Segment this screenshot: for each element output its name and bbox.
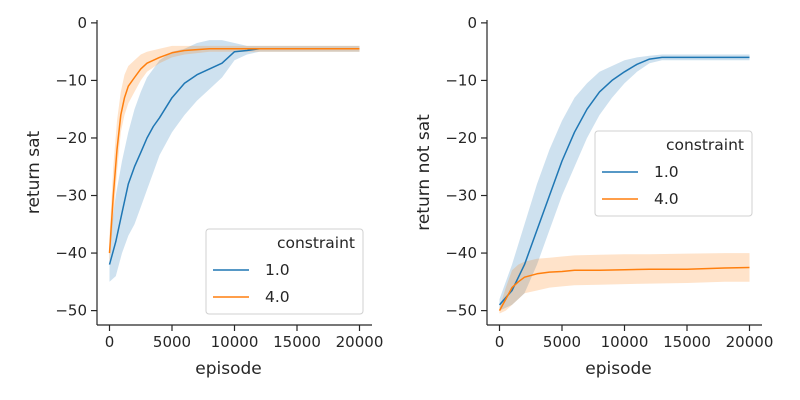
legend-label-1-0: 1.0	[265, 261, 290, 279]
y-tick-label: 0	[467, 14, 477, 32]
chart-panel-1: 0 5000 10000 15000 20000 0 −10 −20 −30 −40 −50 epis…	[24, 14, 383, 379]
y-tick-label: −10	[445, 71, 477, 89]
y-tick-label: −40	[445, 244, 477, 262]
chart-panel-2: 0 5000 10000 15000 20000 0 −10 −20 −30 −40 −50 epis…	[414, 14, 773, 379]
y-axis-label: return sat	[24, 131, 44, 215]
legend-title: constraint	[277, 234, 355, 252]
y-tick-label: −20	[445, 129, 477, 147]
x-tick-label: 5000	[543, 333, 581, 351]
confidence-band-4-0	[109, 45, 360, 265]
x-tick-label: 20000	[726, 333, 774, 351]
legend-title: constraint	[666, 136, 744, 154]
confidence-band-1-0	[499, 54, 750, 311]
x-tick-label: 5000	[153, 333, 191, 351]
x-axis-label: episode	[195, 359, 261, 379]
y-tick-label: −50	[445, 302, 477, 320]
series-line-1-0	[498, 56, 750, 306]
legend: constraint 1.0 4.0	[205, 228, 364, 315]
series-line-4-0	[498, 266, 750, 311]
legend: constraint 1.0 4.0	[594, 130, 753, 217]
confidence-band-4-0	[499, 253, 750, 314]
x-tick-label: 15000	[663, 333, 711, 351]
y-tick-label: −40	[55, 244, 87, 262]
legend-label-4-0: 4.0	[265, 288, 290, 306]
x-tick-label: 10000	[211, 333, 259, 351]
series-line-4-0	[108, 48, 360, 254]
y-tick-label: −20	[55, 129, 87, 147]
x-tick-label: 0	[105, 333, 115, 351]
confidence-band-1-0	[109, 40, 360, 282]
x-axis-label: episode	[585, 359, 651, 379]
y-tick-label: −50	[55, 302, 87, 320]
y-tick-label: −10	[55, 71, 87, 89]
x-tick-label: 20000	[336, 333, 384, 351]
x-tick-label: 10000	[601, 333, 649, 351]
y-axis-label: return not sat	[414, 114, 434, 231]
y-tick-label: −30	[55, 187, 87, 205]
y-tick-label: 0	[77, 14, 87, 32]
y-tick-label: −30	[445, 187, 477, 205]
legend-box	[594, 130, 753, 217]
legend-label-1-0: 1.0	[654, 163, 679, 181]
x-tick-label: 0	[495, 333, 505, 351]
x-tick-label: 15000	[273, 333, 321, 351]
legend-label-4-0: 4.0	[654, 190, 679, 208]
legend-box	[205, 228, 364, 315]
